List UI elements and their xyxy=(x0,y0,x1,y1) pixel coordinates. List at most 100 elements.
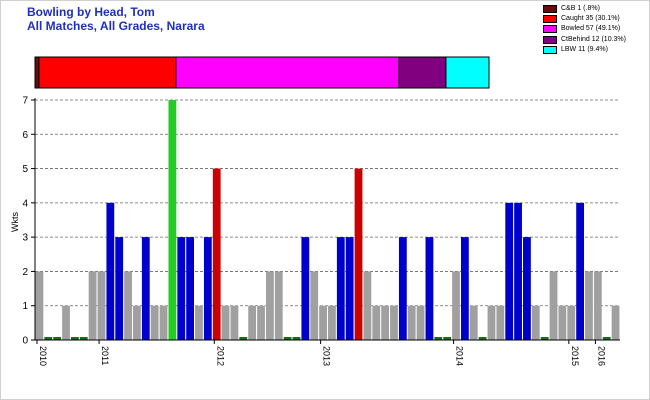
bar xyxy=(478,337,487,340)
x-axis-labels: 2010 2011 2012 2013 2014 2015 2016 xyxy=(36,340,606,366)
bar xyxy=(159,305,168,340)
bar xyxy=(133,305,141,340)
legend-swatch-cb xyxy=(543,5,557,14)
gridlines xyxy=(35,99,620,307)
bar xyxy=(177,237,186,340)
bar xyxy=(531,305,540,340)
bar xyxy=(505,202,514,340)
stack-segment-ctbehind xyxy=(398,56,447,89)
bar xyxy=(460,237,469,340)
bar xyxy=(611,305,620,340)
legend-item-ctbehind: CtBehind 12 (10.3%) xyxy=(543,35,626,45)
legend: C&B 1 (.8%) Caught 35 (30.1%) Bowled 57 … xyxy=(543,4,626,55)
chart-subtitle: All Matches, All Grades, Narara xyxy=(27,19,205,33)
bar xyxy=(443,337,452,340)
legend-swatch-ctbehind xyxy=(543,35,557,44)
bar xyxy=(230,305,239,340)
bar xyxy=(567,305,576,340)
bar xyxy=(390,305,398,340)
bar xyxy=(345,237,354,340)
bar xyxy=(212,168,221,340)
bar xyxy=(168,100,177,340)
axes xyxy=(34,98,620,341)
bar xyxy=(381,305,390,340)
bar xyxy=(70,337,79,340)
bar xyxy=(88,271,97,340)
y-axis-ticks: 0 1 2 3 4 5 6 7 xyxy=(22,96,35,347)
bar xyxy=(292,337,301,340)
bar xyxy=(407,305,416,340)
bar xyxy=(549,271,558,340)
x-tick-label: 2013 xyxy=(322,346,332,366)
bar xyxy=(593,271,602,340)
bar xyxy=(487,305,496,340)
bar xyxy=(434,337,443,340)
bar xyxy=(150,305,159,340)
bar xyxy=(540,337,549,340)
y-tick-label: 6 xyxy=(22,130,28,141)
legend-label-ctbehind: CtBehind 12 (10.3%) xyxy=(561,35,626,43)
chart-title: Bowling by Head, Tom xyxy=(27,5,155,19)
bar xyxy=(62,305,70,340)
legend-item-caught: Caught 35 (30.1%) xyxy=(543,14,626,24)
bar xyxy=(398,237,407,340)
y-tick-label: 5 xyxy=(22,164,28,175)
bar xyxy=(496,305,505,340)
bar xyxy=(558,305,567,340)
dismissal-stacked-bar xyxy=(34,56,490,89)
legend-item-cb: C&B 1 (.8%) xyxy=(543,4,626,14)
bar xyxy=(195,305,203,340)
bar xyxy=(452,271,460,340)
legend-item-lbw: LBW 11 (9.4%) xyxy=(543,45,626,55)
bar xyxy=(469,305,478,340)
bar xyxy=(514,202,522,340)
bar xyxy=(585,271,593,340)
bar xyxy=(336,237,345,340)
y-tick-label: 7 xyxy=(22,96,28,107)
stack-segment-caught xyxy=(38,56,177,89)
bar xyxy=(186,237,195,340)
bar xyxy=(97,271,106,340)
bar xyxy=(53,337,62,340)
bar xyxy=(248,305,257,340)
bar xyxy=(115,237,124,340)
bar xyxy=(319,305,327,340)
x-tick-label: 2012 xyxy=(215,346,225,366)
bar xyxy=(602,337,611,340)
bar xyxy=(354,168,363,340)
x-tick-label: 2010 xyxy=(38,346,48,366)
bar xyxy=(203,237,212,340)
bar xyxy=(576,202,585,340)
legend-label-caught: Caught 35 (30.1%) xyxy=(561,15,620,23)
bar xyxy=(239,337,248,340)
bar xyxy=(265,271,274,340)
legend-label-bowled: Bowled 57 (49.1%) xyxy=(561,25,621,33)
bar xyxy=(363,271,372,340)
stack-segment-cb xyxy=(34,56,40,89)
bar xyxy=(523,237,531,340)
stack-segment-lbw xyxy=(445,56,490,89)
legend-swatch-bowled xyxy=(543,25,557,34)
bar xyxy=(328,305,336,340)
x-tick-label: 2016 xyxy=(596,346,606,366)
y-tick-label: 0 xyxy=(22,336,28,347)
bar xyxy=(35,271,44,340)
bar xyxy=(79,337,88,340)
bar xyxy=(274,271,283,340)
legend-label-lbw: LBW 11 (9.4%) xyxy=(561,45,608,53)
y-tick-label: 1 xyxy=(22,301,28,312)
bar xyxy=(425,237,434,340)
bar xyxy=(301,237,310,340)
legend-swatch-caught xyxy=(543,15,557,24)
bar xyxy=(221,305,230,340)
legend-swatch-lbw xyxy=(543,45,557,54)
bar xyxy=(283,337,292,340)
bar xyxy=(257,305,265,340)
bar xyxy=(124,271,132,340)
y-axis-label: Wkts xyxy=(10,212,20,232)
bar xyxy=(141,237,150,340)
stack-segment-bowled xyxy=(175,56,400,89)
x-tick-label: 2015 xyxy=(570,346,580,366)
legend-item-bowled: Bowled 57 (49.1%) xyxy=(543,24,626,34)
